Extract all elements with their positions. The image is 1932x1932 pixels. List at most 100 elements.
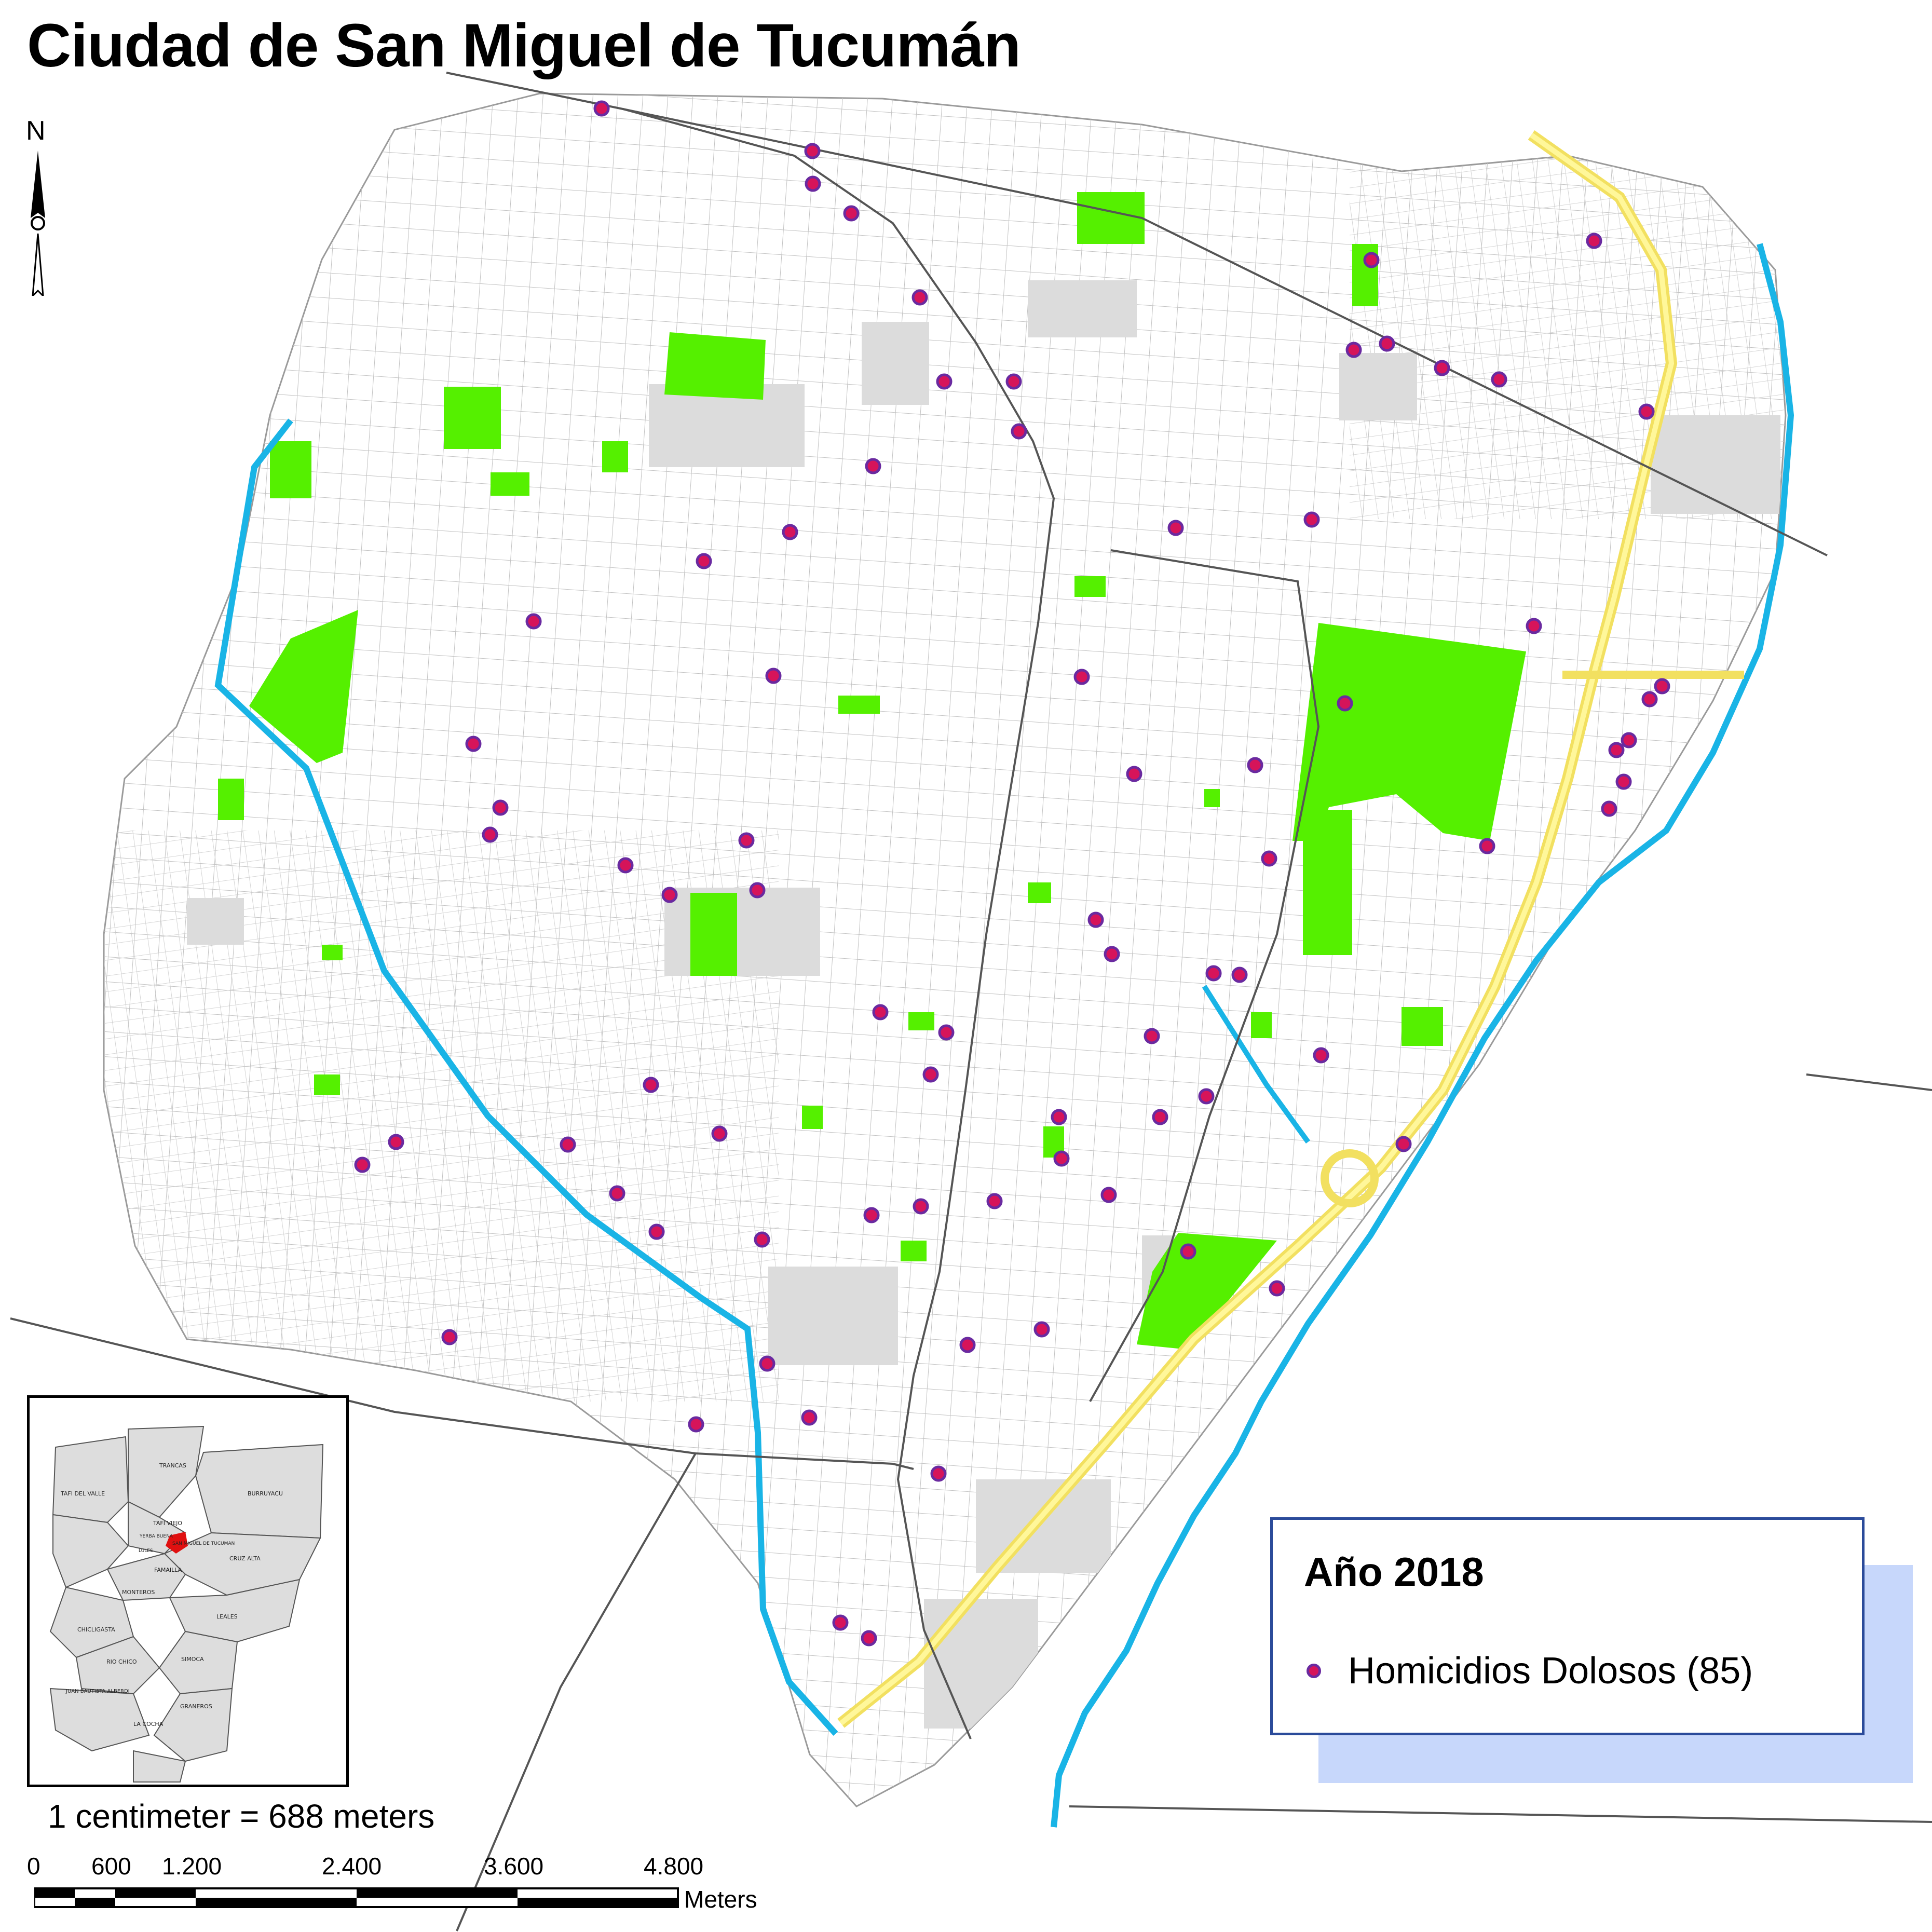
homicide-marker[interactable] <box>843 205 860 222</box>
homicide-marker[interactable] <box>913 1198 929 1215</box>
inset-label-monteros: MONTEROS <box>122 1589 155 1596</box>
homicide-marker[interactable] <box>1100 1187 1117 1203</box>
homicide-marker[interactable] <box>1615 773 1632 790</box>
homicide-marker[interactable] <box>482 826 498 843</box>
homicide-marker[interactable] <box>1363 252 1380 268</box>
rio-sali <box>1051 243 1794 1828</box>
homicide-marker[interactable] <box>930 1465 947 1482</box>
homicide-marker[interactable] <box>1033 1321 1050 1338</box>
homicide-marker[interactable] <box>1261 850 1277 867</box>
homicide-marker[interactable] <box>1345 342 1362 358</box>
inset-label-leales: LEALES <box>216 1613 238 1620</box>
homicide-marker[interactable] <box>1621 732 1637 749</box>
inset-label-simoca: SIMOCA <box>181 1656 204 1663</box>
homicide-marker[interactable] <box>1005 373 1022 390</box>
homicide-marker[interactable] <box>1654 678 1670 695</box>
parque-9-de-julio <box>1292 623 1526 841</box>
homicide-marker[interactable] <box>711 1125 728 1142</box>
homicide-marker[interactable] <box>1167 520 1184 536</box>
homicide-marker[interactable] <box>922 1066 939 1083</box>
homicide-marker[interactable] <box>1198 1088 1215 1105</box>
legend-title: Año 2018 <box>1304 1549 1484 1595</box>
homicide-marker[interactable] <box>863 1207 880 1223</box>
homicide-marker[interactable] <box>1073 669 1090 685</box>
interchange <box>1321 1149 1379 1207</box>
homicide-marker[interactable] <box>1152 1109 1168 1125</box>
homicide-marker[interactable] <box>441 1329 458 1345</box>
homicide-marker[interactable] <box>1205 965 1222 982</box>
homicide-marker[interactable] <box>1269 1280 1285 1297</box>
homicide-marker[interactable] <box>1586 233 1602 249</box>
homicide-marker[interactable] <box>1053 1150 1070 1167</box>
homicide-marker[interactable] <box>609 1185 625 1202</box>
scale-unit: Meters <box>684 1886 757 1913</box>
north-label: N <box>26 116 46 146</box>
inset-label-san-miguel: SAN MIGUEL DE TUCUMAN <box>172 1541 235 1546</box>
scale-text: 1 centimeter = 688 meters <box>48 1798 435 1835</box>
homicide-marker[interactable] <box>805 175 821 192</box>
homicide-marker[interactable] <box>354 1157 371 1173</box>
north-arrow-icon <box>31 151 45 296</box>
homicide-marker[interactable] <box>492 799 509 816</box>
homicide-marker[interactable] <box>525 613 542 630</box>
homicide-marker[interactable] <box>754 1231 770 1248</box>
homicide-marker[interactable] <box>1051 1109 1067 1125</box>
homicide-marker[interactable] <box>388 1134 404 1150</box>
homicide-marker[interactable] <box>938 1024 955 1041</box>
homicide-marker[interactable] <box>1337 695 1353 712</box>
scale-tick-4: 3.600 <box>484 1853 544 1880</box>
homicide-marker[interactable] <box>872 1004 889 1021</box>
homicide-marker[interactable] <box>759 1355 775 1372</box>
homicide-marker[interactable] <box>986 1193 1003 1209</box>
homicide-marker[interactable] <box>1144 1028 1160 1044</box>
homicide-marker[interactable] <box>1247 757 1263 773</box>
homicide-marker[interactable] <box>593 100 610 117</box>
homicide-marker[interactable] <box>738 832 755 849</box>
homicide-marker[interactable] <box>1638 403 1655 420</box>
homicide-marker[interactable] <box>801 1409 818 1426</box>
legend-marker-icon <box>1307 1664 1321 1678</box>
homicide-marker[interactable] <box>1379 335 1395 352</box>
scale-tick-0: 0 <box>27 1853 40 1880</box>
homicide-marker[interactable] <box>1641 691 1658 708</box>
homicide-marker[interactable] <box>865 458 881 474</box>
homicide-marker[interactable] <box>1011 423 1027 440</box>
homicide-marker[interactable] <box>911 289 928 306</box>
homicide-marker[interactable] <box>1526 618 1542 634</box>
legend: Año 2018 Homicidios Dolosos (85) <box>1270 1517 1865 1735</box>
homicide-marker[interactable] <box>1395 1136 1412 1152</box>
homicide-marker[interactable] <box>1180 1243 1196 1260</box>
homicide-marker[interactable] <box>643 1077 659 1093</box>
homicide-marker[interactable] <box>648 1223 665 1240</box>
inset-label-la-cocha: LA COCHA <box>133 1721 164 1727</box>
homicide-marker[interactable] <box>1231 967 1248 983</box>
homicide-marker[interactable] <box>804 143 821 159</box>
homicide-marker[interactable] <box>1126 766 1142 782</box>
homicide-marker[interactable] <box>465 736 482 752</box>
homicide-marker[interactable] <box>1104 946 1120 962</box>
homicide-marker[interactable] <box>1303 511 1320 528</box>
homicide-marker[interactable] <box>661 887 678 903</box>
inset-label-graneros: GRANEROS <box>180 1703 212 1710</box>
homicide-marker[interactable] <box>782 524 798 540</box>
homicide-marker[interactable] <box>749 882 766 899</box>
inset-label-rio-chico: RIO CHICO <box>106 1658 137 1665</box>
homicide-marker[interactable] <box>832 1614 849 1631</box>
homicide-marker[interactable] <box>1608 742 1625 758</box>
homicide-marker[interactable] <box>1434 360 1450 376</box>
homicide-marker[interactable] <box>560 1136 576 1153</box>
park-south-strip <box>1303 810 1352 955</box>
homicide-marker[interactable] <box>1601 800 1617 817</box>
homicide-marker[interactable] <box>696 553 712 569</box>
homicide-marker[interactable] <box>861 1630 877 1647</box>
homicide-marker[interactable] <box>959 1337 976 1353</box>
homicide-marker[interactable] <box>1479 838 1495 854</box>
homicide-marker[interactable] <box>1491 371 1507 388</box>
homicide-marker[interactable] <box>617 857 634 874</box>
homicide-marker[interactable] <box>765 668 782 684</box>
homicide-marker[interactable] <box>936 373 953 390</box>
homicide-marker[interactable] <box>1313 1047 1329 1064</box>
homicide-marker[interactable] <box>1087 911 1104 928</box>
homicide-marker[interactable] <box>688 1416 704 1433</box>
